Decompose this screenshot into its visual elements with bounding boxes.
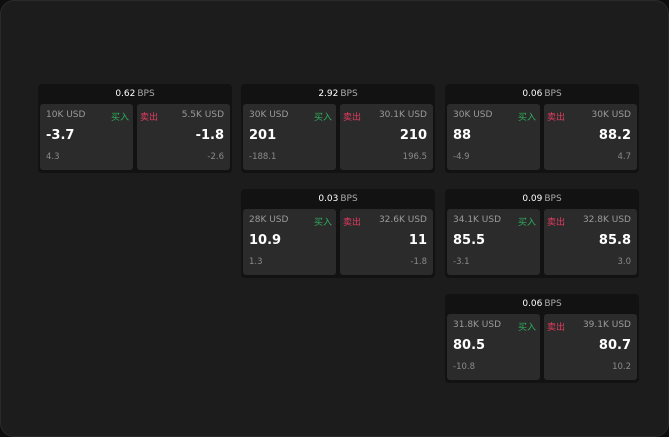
buy-change: -188.1 [249,152,277,162]
sell-label: 卖出 [140,113,159,123]
sell-amount: 32.6K USD [378,215,427,225]
quote-card: 0.06 BPS 30K USD 买入 88 -4.9 卖出 30K USD 88… [445,84,639,173]
buy-label: 买入 [517,113,536,123]
spread-header: 0.03 BPS [241,189,435,209]
sell-quote-button[interactable]: 卖出 32.8K USD 85.8 3.0 [544,209,637,275]
buy-quote-button[interactable]: 30K USD 买入 201 -188.1 [243,104,336,170]
sell-price: 11 [408,233,427,248]
spread-header: 0.62 BPS [38,84,232,104]
buy-label: 买入 [110,113,129,123]
buy-change: -3.1 [453,257,470,267]
quote-card: 0.03 BPS 28K USD 买入 10.9 1.3 卖出 32.6K USD… [241,189,435,278]
spread-unit: BPS [544,194,562,204]
sell-price: 88.2 [598,128,631,143]
sell-label: 卖出 [547,218,566,228]
sell-amount: 39.1K USD [582,320,631,330]
buy-price: 10.9 [249,233,282,248]
buy-change: 1.3 [249,257,263,267]
spread-value: 0.03 [318,194,339,204]
spread-header: 0.06 BPS [445,84,639,104]
buy-amount: 30K USD [249,110,289,120]
buy-price: 201 [249,128,277,143]
buy-quote-button[interactable]: 28K USD 买入 10.9 1.3 [243,209,336,275]
spread-unit: BPS [340,194,358,204]
buy-amount: 10K USD [46,110,86,120]
buy-amount: 30K USD [453,110,493,120]
sell-label: 卖出 [343,218,362,228]
spread-unit: BPS [137,89,155,99]
spread-value: 0.62 [115,89,136,99]
sell-change: 10.2 [612,362,631,372]
sell-quote-button[interactable]: 卖出 30K USD 88.2 4.7 [544,104,637,170]
sell-change: 196.5 [402,152,427,162]
spread-value: 2.92 [318,89,339,99]
sell-quote-button[interactable]: 卖出 5.5K USD -1.8 -2.6 [137,104,230,170]
sell-price: 80.7 [598,338,631,353]
buy-amount: 31.8K USD [453,320,502,330]
spread-header: 0.09 BPS [445,189,639,209]
sell-price: 85.8 [598,233,631,248]
sell-label: 卖出 [343,113,362,123]
buy-price: -3.7 [46,128,75,143]
spread-value: 0.06 [522,299,543,309]
sell-quote-button[interactable]: 卖出 32.6K USD 11 -1.8 [340,209,433,275]
quote-card: 0.06 BPS 31.8K USD 买入 80.5 -10.8 卖出 39.1K… [445,294,639,383]
buy-change: -4.9 [453,152,470,162]
quote-card: 0.09 BPS 34.1K USD 买入 85.5 -3.1 卖出 32.8K … [445,189,639,278]
buy-quote-button[interactable]: 34.1K USD 买入 85.5 -3.1 [447,209,540,275]
buy-label: 买入 [517,323,536,333]
buy-price: 88 [453,128,472,143]
sell-amount: 30K USD [591,110,631,120]
buy-price: 80.5 [453,338,486,353]
buy-label: 买入 [517,218,536,228]
sell-change: -1.8 [410,257,427,267]
sell-quote-button[interactable]: 卖出 39.1K USD 80.7 10.2 [544,314,637,380]
spread-header: 2.92 BPS [241,84,435,104]
sell-change: 4.7 [617,152,631,162]
sell-change: 3.0 [617,257,631,267]
buy-label: 买入 [313,218,332,228]
sell-price: 210 [399,128,427,143]
buy-price: 85.5 [453,233,486,248]
buy-quote-button[interactable]: 31.8K USD 买入 80.5 -10.8 [447,314,540,380]
sell-amount: 5.5K USD [181,110,224,120]
sell-amount: 32.8K USD [582,215,631,225]
spread-unit: BPS [340,89,358,99]
sell-label: 卖出 [547,113,566,123]
spread-value: 0.06 [522,89,543,99]
sell-quote-button[interactable]: 卖出 30.1K USD 210 196.5 [340,104,433,170]
buy-change: -10.8 [453,362,475,372]
spread-unit: BPS [544,89,562,99]
quote-card: 2.92 BPS 30K USD 买入 201 -188.1 卖出 30.1K U… [241,84,435,173]
buy-change: 4.3 [46,152,60,162]
buy-amount: 28K USD [249,215,289,225]
spread-header: 0.06 BPS [445,294,639,314]
spread-unit: BPS [544,299,562,309]
sell-change: -2.6 [207,152,224,162]
spread-value: 0.09 [522,194,543,204]
buy-amount: 34.1K USD [453,215,502,225]
sell-price: -1.8 [195,128,224,143]
sell-amount: 30.1K USD [378,110,427,120]
buy-label: 买入 [313,113,332,123]
buy-quote-button[interactable]: 10K USD 买入 -3.7 4.3 [40,104,133,170]
buy-quote-button[interactable]: 30K USD 买入 88 -4.9 [447,104,540,170]
sell-label: 卖出 [547,323,566,333]
quote-card: 0.62 BPS 10K USD 买入 -3.7 4.3 卖出 5.5K USD … [38,84,232,173]
